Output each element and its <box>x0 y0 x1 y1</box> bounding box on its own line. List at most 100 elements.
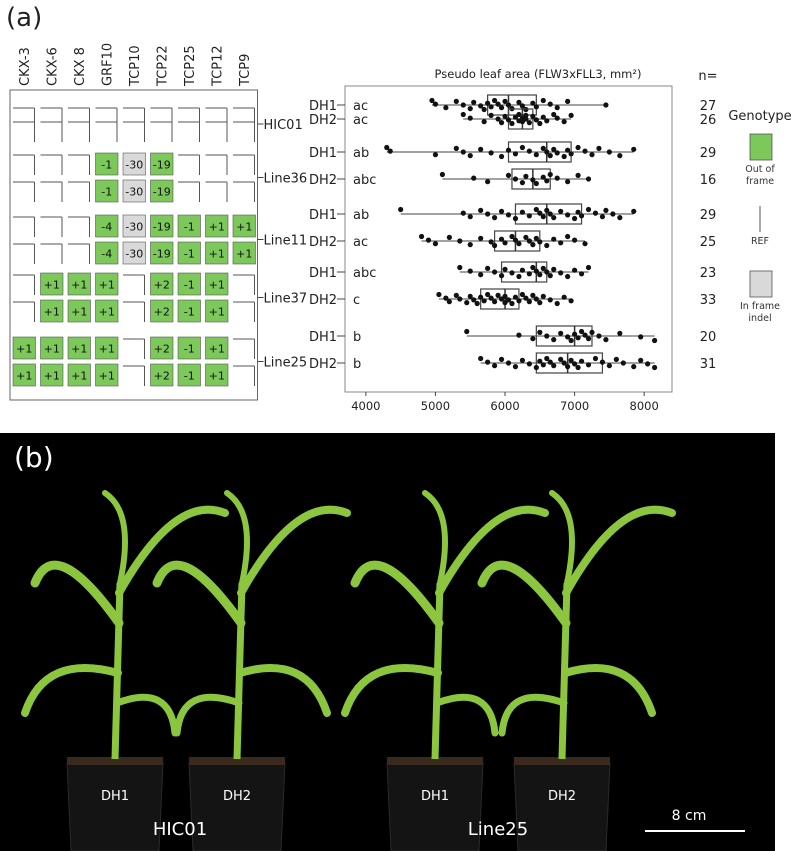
data-point <box>526 299 532 305</box>
legend-swatch-inf <box>749 270 773 298</box>
data-point <box>526 120 532 126</box>
data-point <box>457 238 463 244</box>
out-of-frame-cell <box>150 272 174 296</box>
out-of-frame-cell <box>232 241 256 265</box>
indel-size: +1 <box>71 370 87 383</box>
sample-size: 25 <box>700 235 717 250</box>
plant-label: DH1 <box>101 789 129 804</box>
data-point <box>575 144 581 151</box>
data-point <box>603 207 609 213</box>
out-of-frame-cell <box>205 241 229 265</box>
data-point <box>488 104 494 110</box>
data-point <box>554 300 560 307</box>
soil <box>189 757 285 765</box>
data-point <box>585 176 592 182</box>
x-tick-label: 4000 <box>351 399 380 413</box>
out-of-frame-cell <box>95 272 119 296</box>
significance-letter: ac <box>353 99 368 114</box>
indel-size: -30 <box>125 159 143 172</box>
data-point <box>491 299 498 305</box>
in-frame-cell <box>122 214 146 238</box>
leaf <box>498 693 568 737</box>
pot <box>513 762 611 851</box>
data-point <box>526 238 532 244</box>
data-point <box>565 364 571 370</box>
data-point <box>418 233 425 240</box>
data-point <box>478 272 484 278</box>
out-of-frame-cell <box>150 152 174 176</box>
indel-size: -1 <box>184 248 195 261</box>
data-point <box>547 211 553 217</box>
haplotype-label: DH1 <box>309 99 337 114</box>
data-point <box>498 208 505 214</box>
data-point <box>488 239 494 245</box>
data-point <box>509 300 515 307</box>
stem <box>233 582 246 760</box>
grid-frame <box>9 89 258 401</box>
data-point <box>540 293 546 299</box>
n-header: n= <box>698 69 717 84</box>
data-point <box>512 151 519 157</box>
significance-letter: abc <box>353 173 376 188</box>
data-point <box>485 100 491 106</box>
data-point <box>530 336 536 342</box>
indel-size: -30 <box>125 186 143 199</box>
indel-size: +2 <box>154 370 170 383</box>
data-point <box>530 177 536 183</box>
data-point <box>446 299 452 305</box>
sample-size: 26 <box>700 113 717 128</box>
data-point <box>502 98 508 104</box>
data-point <box>432 241 439 247</box>
leaf <box>30 560 124 628</box>
data-point <box>585 206 592 213</box>
data-point <box>575 335 581 341</box>
data-point <box>488 295 494 301</box>
data-point <box>495 292 501 298</box>
data-point <box>519 180 526 186</box>
data-point <box>544 333 550 339</box>
out-of-frame-cell <box>150 241 174 265</box>
data-point <box>457 296 463 302</box>
data-point <box>554 150 560 156</box>
x-tick-label: 8000 <box>630 399 659 413</box>
gene-header: TCP12 <box>210 45 225 87</box>
data-point <box>464 300 470 306</box>
data-point <box>537 120 543 127</box>
data-point <box>547 359 553 365</box>
data-point <box>443 105 449 111</box>
indel-size: +1 <box>71 306 87 319</box>
leaf <box>102 490 128 586</box>
data-point <box>471 297 477 303</box>
data-point <box>495 101 501 107</box>
data-point <box>575 209 581 215</box>
data-point <box>585 336 592 342</box>
data-point <box>554 115 560 121</box>
data-point <box>561 153 567 160</box>
data-point <box>471 99 477 105</box>
indel-size: +1 <box>209 343 225 356</box>
data-point <box>544 118 550 124</box>
data-point <box>561 360 567 366</box>
haplotype-label: DH1 <box>309 146 337 161</box>
data-point <box>460 102 466 108</box>
indel-size: -1 <box>184 306 195 319</box>
data-point <box>617 215 623 221</box>
data-point <box>478 103 484 109</box>
out-of-frame-cell <box>205 272 229 296</box>
data-point <box>540 265 546 271</box>
out-of-frame-cell <box>95 299 119 323</box>
indel-size: +2 <box>154 279 170 292</box>
significance-letter: ab <box>353 208 369 223</box>
data-point <box>582 332 588 338</box>
maize-plant: DH1 <box>21 490 229 851</box>
out-of-frame-cell <box>205 299 229 323</box>
data-point <box>578 213 585 219</box>
significance-letter: b <box>353 330 361 345</box>
data-point <box>467 115 473 121</box>
indel-size: +1 <box>236 221 252 234</box>
out-of-frame-cell <box>205 363 229 387</box>
plant-label: DH1 <box>421 789 449 804</box>
maize-plant: DH2 <box>152 490 351 851</box>
data-point <box>460 149 466 155</box>
sample-size: 29 <box>700 208 717 223</box>
